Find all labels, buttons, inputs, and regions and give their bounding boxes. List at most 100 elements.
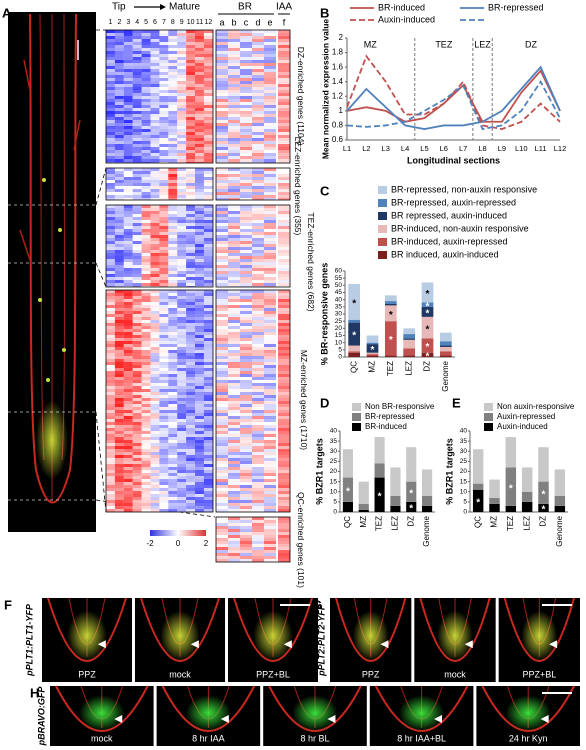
heatmap-cell — [278, 42, 290, 45]
heatmap-cell — [216, 253, 228, 256]
heatmap-cell — [114, 506, 124, 509]
heatmap-cell — [141, 416, 151, 419]
heatmap-cell — [252, 253, 264, 256]
heatmap-cell — [264, 195, 276, 198]
heatmap-cell — [132, 389, 142, 392]
heatmap-cell — [278, 371, 290, 374]
heatmap-cell — [240, 547, 252, 550]
heatmap-cell — [278, 129, 290, 132]
heatmap-cell — [177, 449, 187, 452]
heatmap-cell — [177, 458, 187, 461]
bar-segment — [366, 342, 379, 345]
heatmap-cell — [264, 30, 276, 33]
heatmap-cell — [177, 365, 187, 368]
heatmap-cell — [203, 153, 213, 156]
heatmap-cell — [114, 503, 124, 506]
heatmap-cell — [123, 238, 133, 241]
heatmap-cell — [159, 398, 169, 401]
heatmap-cell — [141, 389, 151, 392]
heatmap-cell — [195, 368, 204, 371]
heatmap-cell — [177, 195, 187, 198]
heatmap-cell — [240, 380, 252, 383]
heatmap-cell — [228, 532, 240, 535]
heatmap-cell — [114, 39, 124, 42]
heatmap-cell — [203, 51, 213, 54]
heatmap-cell — [216, 290, 228, 293]
heatmap-cell — [216, 443, 228, 446]
heatmap-cell — [240, 195, 252, 198]
heatmap-cell — [264, 141, 276, 144]
heatmap-cell — [177, 338, 187, 341]
legend-swatch — [378, 186, 387, 194]
heatmap-cell — [132, 274, 142, 277]
heatmap-cell — [240, 48, 252, 51]
heatmap-cell — [150, 117, 160, 120]
heatmap-cell — [141, 265, 151, 268]
heatmap-cell — [195, 329, 204, 332]
legend-label: Auxin-induced — [497, 422, 548, 431]
heatmap-cell — [203, 280, 213, 283]
heatmap-cell — [186, 259, 196, 262]
heatmap-cell — [141, 434, 151, 437]
heatmap-cell — [186, 320, 196, 323]
heatmap-cell — [106, 488, 115, 491]
heatmap-cell — [150, 102, 160, 105]
heatmap-cell — [114, 238, 124, 241]
x-tick-label: L11 — [535, 144, 547, 153]
heatmap-cell — [186, 223, 196, 226]
heatmap-cell — [177, 491, 187, 494]
heatmap-cell — [177, 153, 187, 156]
heatmap-cell — [177, 259, 187, 262]
heatmap-cell — [264, 144, 276, 147]
heatmap-cell — [168, 268, 178, 271]
heatmap-cell — [177, 177, 187, 180]
heatmap-cell — [150, 410, 160, 413]
heatmap-cell — [106, 153, 115, 156]
heatmap-cell — [123, 425, 133, 428]
heatmap-cell — [203, 395, 213, 398]
heatmap-cell — [177, 247, 187, 250]
heatmap-cell — [132, 189, 142, 192]
heatmap-cell — [159, 286, 169, 287]
heatmap-cell — [203, 168, 213, 171]
heatmap-cell — [195, 305, 204, 308]
heatmap-cell — [114, 66, 124, 69]
heatmap-cell — [186, 162, 196, 163]
heatmap-cell — [159, 470, 169, 473]
heatmap-cell — [216, 174, 228, 177]
heatmap-cell — [114, 280, 124, 283]
heatmap-cell — [123, 114, 133, 117]
heatmap-cell — [106, 293, 115, 296]
heatmap-cell — [203, 174, 213, 177]
heatmap-cell — [240, 153, 252, 156]
heatmap-cell — [252, 54, 264, 57]
heatmap-cell — [203, 410, 213, 413]
bar-segment — [358, 509, 369, 512]
bar-segment — [348, 345, 361, 352]
heatmap-cell — [216, 482, 228, 485]
heatmap-cell — [168, 389, 178, 392]
heatmap-cell — [278, 296, 290, 299]
heatmap-cell — [252, 75, 264, 78]
x-tick-label: L12 — [554, 144, 567, 153]
heatmap-cell — [159, 440, 169, 443]
group-label: MZ-enriched genes (1710) — [299, 350, 309, 450]
heatmap-cell — [264, 428, 276, 431]
heatmap-cell — [132, 232, 142, 235]
series-line — [346, 65, 561, 130]
heatmap-cell — [106, 177, 115, 180]
fluorescence — [521, 610, 558, 661]
heatmap-cell — [216, 69, 228, 72]
heatmap-cell — [141, 126, 151, 129]
zone-label: LEZ — [474, 39, 491, 49]
heatmap-cell — [278, 544, 290, 547]
heatmap-cell — [106, 30, 115, 33]
heatmap-cell — [186, 156, 196, 159]
heatmap-cell — [150, 33, 160, 36]
heatmap-cell — [252, 90, 264, 93]
heatmap-cell — [278, 90, 290, 93]
heatmap-cell — [240, 377, 252, 380]
heatmap-cell — [168, 302, 178, 305]
heatmap-cell — [168, 359, 178, 362]
heatmap-cell — [168, 473, 178, 476]
